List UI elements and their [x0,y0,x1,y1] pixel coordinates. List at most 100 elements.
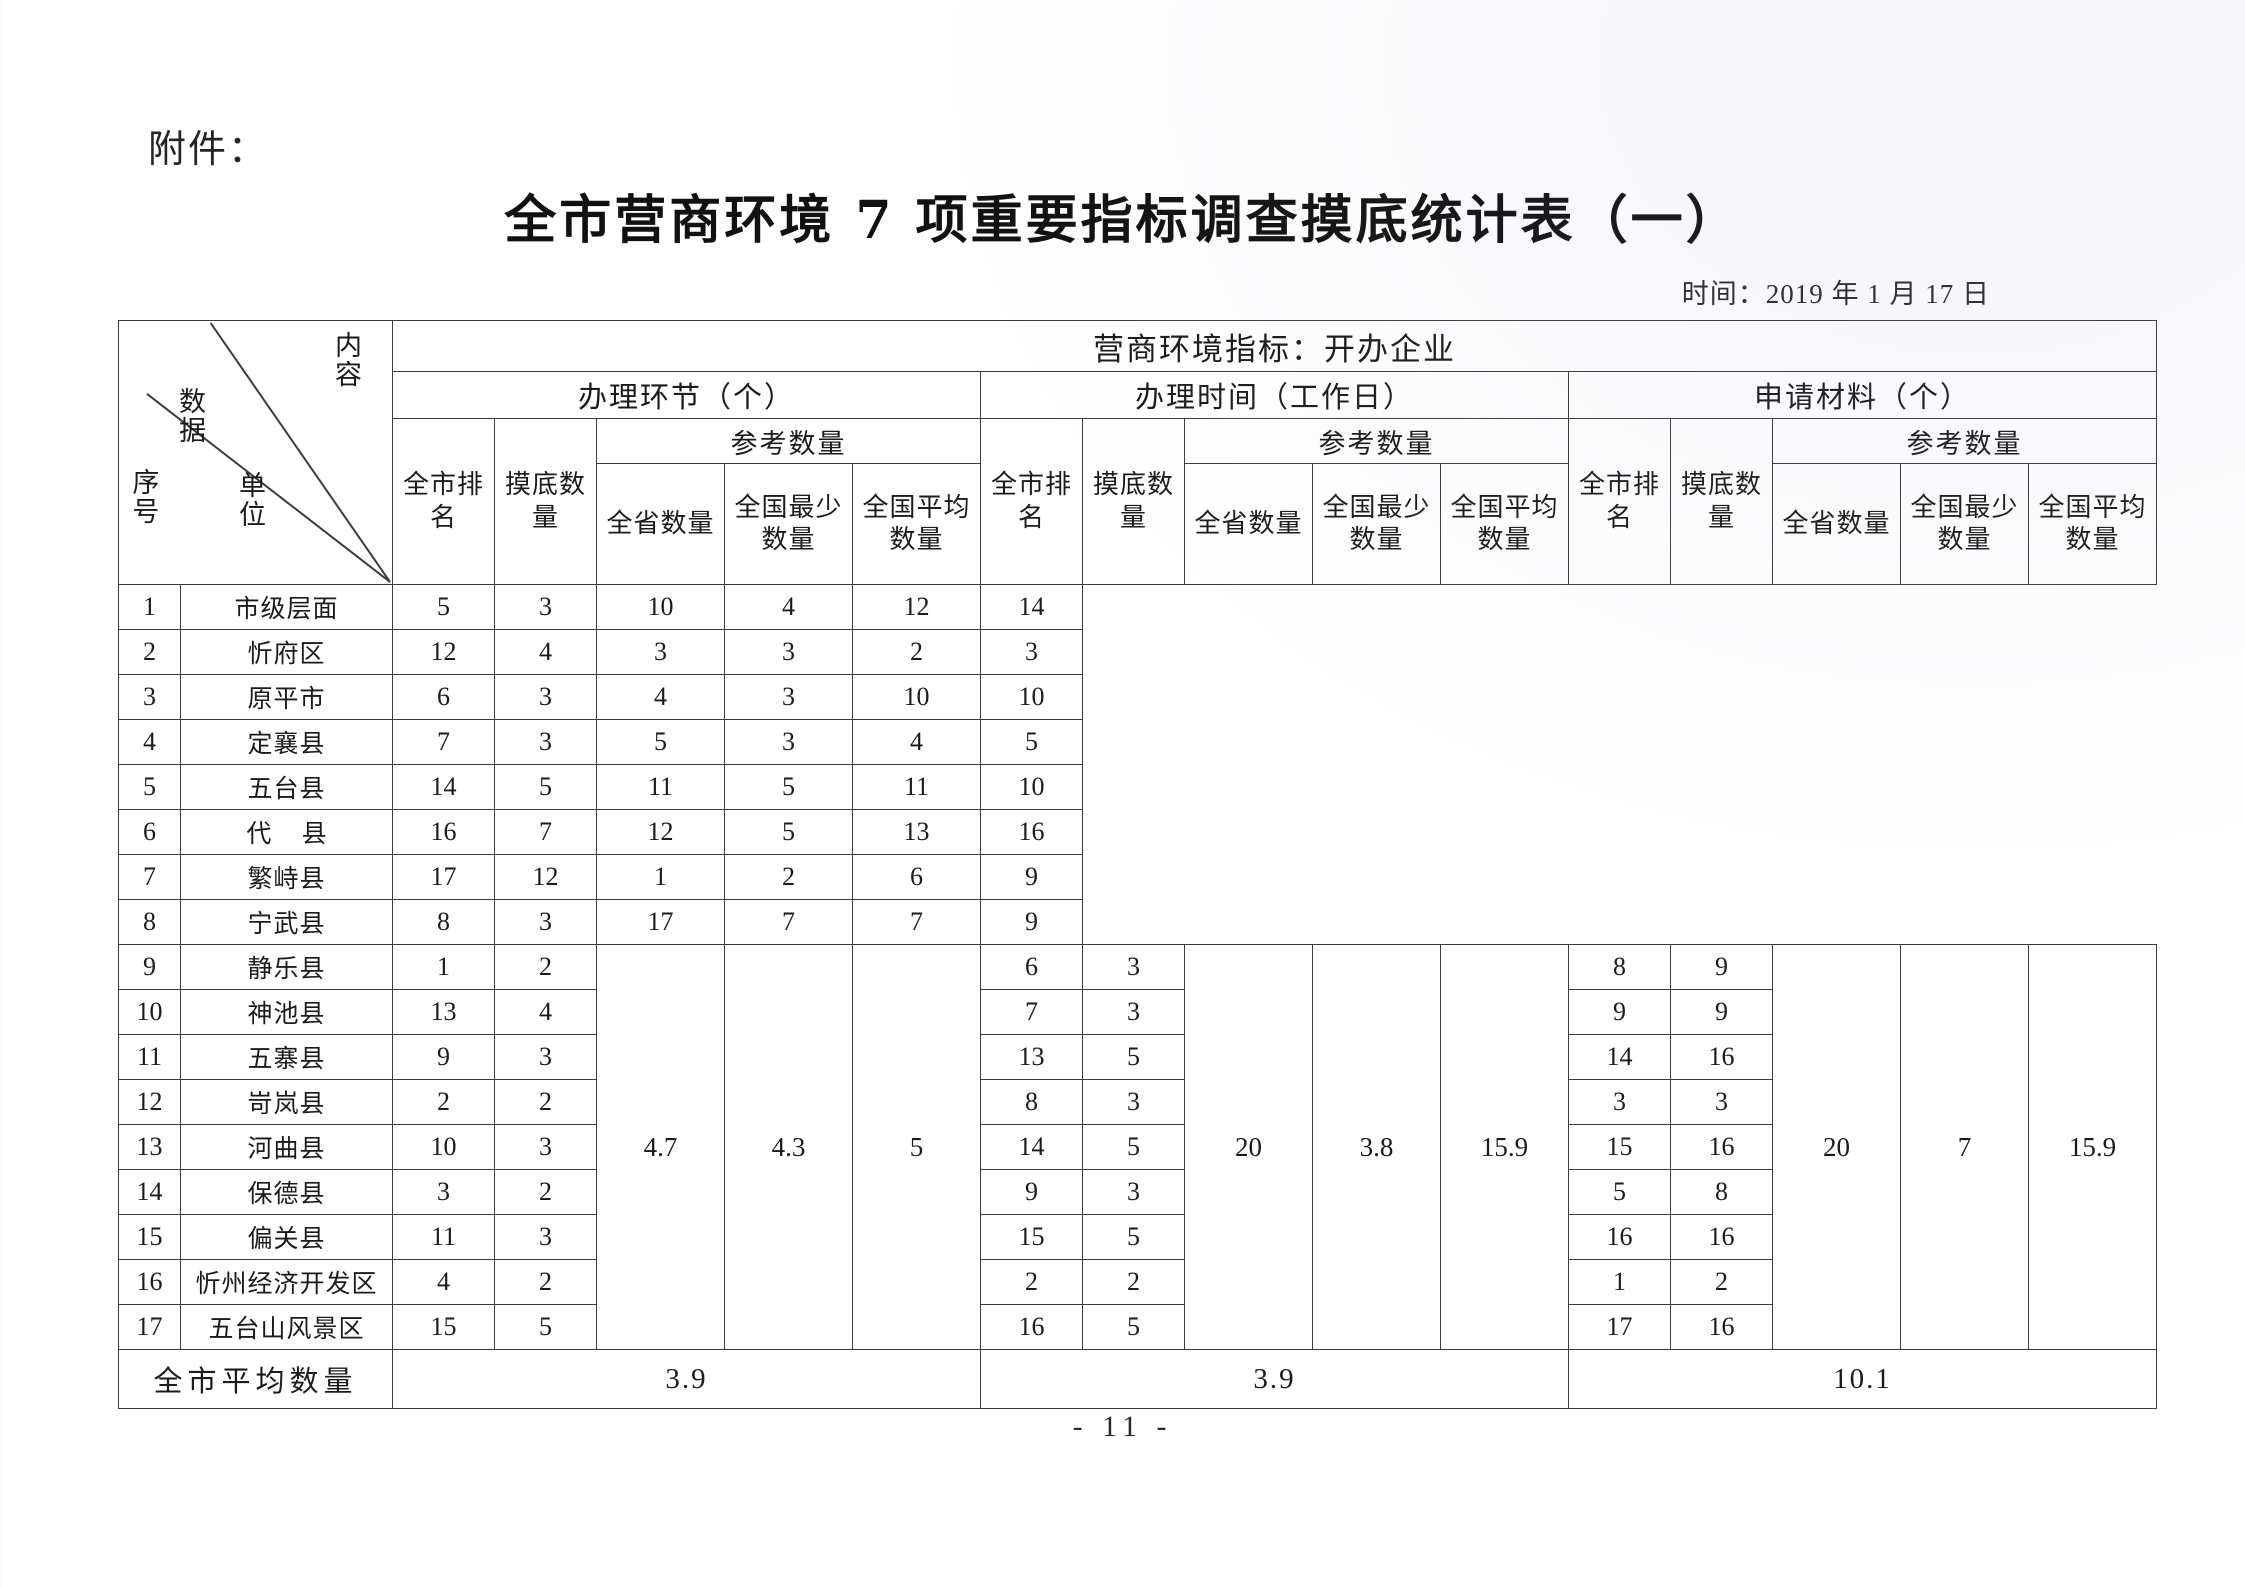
cell-g2-survey-count: 4 [724,584,853,630]
row-unit-name: 五台山风景区 [180,1304,393,1350]
cell-g3-city-rank: 5 [1568,1169,1671,1215]
indicator-title-cell: 营商环境指标：开办企业 [391,320,2158,372]
cell-g1-national-avg-ref: 5 [852,944,981,1350]
row-seq: 5 [118,764,181,810]
row-seq: 16 [118,1259,181,1305]
cell-g2-survey-count: 5 [1082,1124,1185,1170]
header-row-subcolumns: 全省数量 全国最少数量 全国平均数量 全省数量 全国最少数量 全国平均数量 全省… [119,463,2158,585]
table-row: 10 神池县 13 4 7 3 9 9 [118,989,2157,1035]
cell-g2-survey-count: 5 [724,764,853,810]
subheader-g3-national-min: 全国最少数量 [1900,463,2029,585]
subheader-g1-survey-count: 摸底数量 [494,418,597,585]
reference-title-1: 参考数量 [596,418,981,464]
row-seq: 1 [118,584,181,630]
row-unit-name: 市级层面 [180,584,393,630]
cell-g2-survey-count: 3 [1082,944,1185,990]
row-seq: 12 [118,1079,181,1125]
group-title-3: 申请材料（个） [1567,371,2158,419]
header-row-groups: 办理环节（个） 办理时间（工作日） 申请材料（个） [119,371,2158,419]
cell-g1-survey-count: 5 [494,764,597,810]
cell-g3-survey-count: 9 [1670,944,1773,990]
cell-g2-survey-count: 2 [724,854,853,900]
group-title-1: 办理环节（个） [392,371,981,419]
table-head: 内容 数据 单位 序号 营商环境指标：开办企业 办理环节（个） 办理时间（工作日… [118,320,2158,585]
cell-g1-city-rank: 16 [392,809,495,855]
row-seq: 14 [118,1169,181,1215]
cell-g3-survey-count: 9 [1670,989,1773,1035]
cell-g2-national-avg-ref: 15.9 [1440,944,1569,1350]
cell-g1-city-rank: 2 [392,1079,495,1125]
cell-g3-city-rank: 4 [852,719,981,765]
cell-g1-survey-count: 2 [494,1259,597,1305]
subheader-g2-city-rank-text: 全市排名 [990,470,1072,532]
cell-g2-city-rank: 10 [596,584,725,630]
cell-g3-city-rank: 1 [1568,1259,1671,1305]
table-row: 7 繁峙县 17 12 1 2 6 9 [118,854,2157,900]
subheader-g1-national-min: 全国最少数量 [724,463,853,585]
corner-label-unit: 单位 [235,471,265,529]
cell-g2-survey-count: 3 [1082,1079,1185,1125]
cell-g3-city-rank: 10 [852,674,981,720]
corner-diagonal-header: 内容 数据 单位 序号 [118,320,393,585]
average-row-value-3: 10.1 [1567,1349,2158,1409]
cell-g1-city-rank: 4 [392,1259,495,1305]
row-seq: 3 [118,674,181,720]
cell-g1-city-rank: 5 [392,584,495,630]
average-row-label: 全市平均数量 [118,1349,393,1409]
statistics-table-container: 内容 数据 单位 序号 营商环境指标：开办企业 办理环节（个） 办理时间（工作日… [118,320,2158,1409]
row-unit-name: 忻府区 [180,629,393,675]
cell-g3-city-rank: 8 [1568,944,1671,990]
average-row-value-2: 3.9 [980,1349,1569,1409]
cell-g3-survey-count: 3 [980,629,1083,675]
row-unit-name: 偏关县 [180,1214,393,1260]
cell-g2-city-rank: 14 [980,1124,1083,1170]
cell-g2-city-rank: 13 [980,1034,1083,1080]
cell-g2-survey-count: 7 [724,899,853,945]
row-seq: 9 [118,944,181,990]
cell-g1-survey-count: 2 [494,1169,597,1215]
cell-g3-city-rank: 14 [1568,1034,1671,1080]
cell-g3-survey-count: 10 [980,674,1083,720]
row-seq: 17 [118,1304,181,1350]
cell-g1-city-rank: 9 [392,1034,495,1080]
average-row: 全市平均数量 3.9 3.9 10.1 [118,1349,2158,1409]
attachment-label: 附件： [148,129,269,171]
subheader-g1-survey-count-text: 摸底数量 [504,470,586,532]
row-unit-name: 岢岚县 [180,1079,393,1125]
subheader-g3-city-rank-text: 全市排名 [1578,470,1660,532]
cell-g1-city-rank: 13 [392,989,495,1035]
row-unit-name: 忻州经济开发区 [180,1259,393,1305]
cell-g1-city-rank: 3 [392,1169,495,1215]
group-title-2: 办理时间（工作日） [980,371,1569,419]
page-title: 全市营商环境 7 项重要指标调查摸底统计表（一） [504,190,1741,251]
subheader-g3-province: 全省数量 [1772,463,1901,585]
cell-g3-city-rank: 16 [1568,1214,1671,1260]
cell-g2-city-rank: 6 [980,944,1083,990]
cell-g2-city-rank: 8 [980,1079,1083,1125]
cell-g1-survey-count: 3 [494,584,597,630]
cell-g3-province-ref: 20 [1772,944,1901,1350]
diagonal-lines-icon [146,322,391,583]
cell-g3-survey-count: 2 [1670,1259,1773,1305]
table-body: 1 市级层面 5 3 10 4 12 14 2 忻府区 12 4 3 3 2 3 3 原平市 6 3 4 3 10 10 4 定襄… [118,584,2158,1350]
cell-g3-survey-count: 9 [980,899,1083,945]
cell-g2-survey-count: 3 [724,674,853,720]
cell-g3-city-rank: 7 [852,899,981,945]
cell-g2-city-rank: 4 [596,674,725,720]
cell-g2-city-rank: 5 [596,719,725,765]
row-seq: 13 [118,1124,181,1170]
table-row: 3 原平市 6 3 4 3 10 10 [118,674,2157,720]
cell-g3-city-rank: 3 [1568,1079,1671,1125]
cell-g1-survey-count: 3 [494,899,597,945]
cell-g3-survey-count: 3 [1670,1079,1773,1125]
subheader-g2-survey-count: 摸底数量 [1082,418,1185,585]
cell-g2-city-rank: 7 [980,989,1083,1035]
table-row: 12 岢岚县 2 2 8 3 3 3 [118,1079,2157,1125]
row-seq: 10 [118,989,181,1035]
row-unit-name: 神池县 [180,989,393,1035]
cell-g2-city-rank: 2 [980,1259,1083,1305]
table-row: 4 定襄县 7 3 5 3 4 5 [118,719,2157,765]
cell-g1-survey-count: 7 [494,809,597,855]
